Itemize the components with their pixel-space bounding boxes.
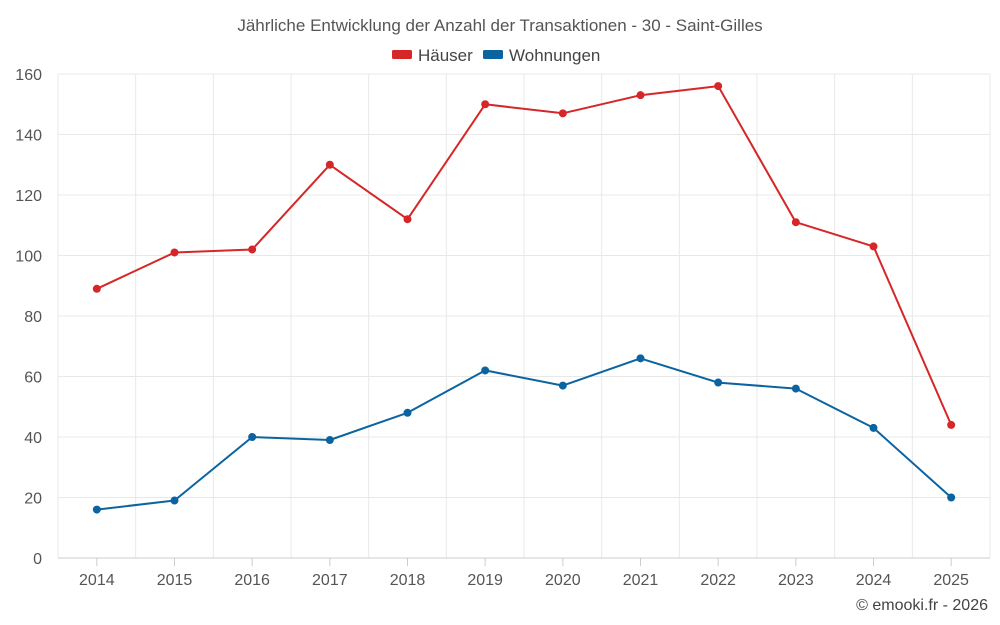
y-tick-label: 160 <box>15 67 42 84</box>
data-point-wohnungen[interactable] <box>791 384 800 393</box>
x-tick-label: 2015 <box>157 572 193 589</box>
x-tick-label: 2020 <box>545 572 581 589</box>
y-tick-label: 140 <box>15 128 42 145</box>
data-point-haeuser[interactable] <box>92 284 101 293</box>
x-tick-label: 2023 <box>778 572 814 589</box>
series-line-haeuser <box>96 85 953 426</box>
x-tick-label: 2019 <box>467 572 503 589</box>
axes: 0 20 40 60 80 100 120 140 160 2014 2015 2016 2017 201… <box>15 67 990 589</box>
legend-swatch-wohnungen <box>483 50 503 59</box>
x-tick-label: 2022 <box>700 572 736 589</box>
x-tick-label: 2021 <box>623 572 659 589</box>
credit-text: © emooki.fr - 2026 <box>856 597 988 614</box>
data-point-haeuser[interactable] <box>403 215 412 224</box>
x-tick-label: 2024 <box>856 572 892 589</box>
y-tick-label: 80 <box>24 309 42 326</box>
x-tick-label: 2025 <box>933 572 969 589</box>
data-point-haeuser[interactable] <box>558 109 567 118</box>
x-tick-label: 2014 <box>79 572 115 589</box>
y-tick-label: 60 <box>24 370 42 387</box>
grid <box>57 73 991 558</box>
x-tick-label: 2018 <box>390 572 426 589</box>
legend: Häuser Wohnungen <box>392 46 600 65</box>
data-point-haeuser[interactable] <box>791 218 800 227</box>
series <box>92 82 956 514</box>
data-point-wohnungen[interactable] <box>636 354 645 363</box>
data-point-haeuser[interactable] <box>636 91 645 100</box>
data-point-haeuser[interactable] <box>170 248 179 257</box>
data-point-haeuser[interactable] <box>947 420 956 429</box>
data-point-wohnungen[interactable] <box>92 505 101 514</box>
data-point-wohnungen[interactable] <box>481 366 490 375</box>
data-point-haeuser[interactable] <box>869 242 878 251</box>
data-point-wohnungen[interactable] <box>947 493 956 502</box>
chart-title: Jährliche Entwicklung der Anzahl der Tra… <box>237 16 762 35</box>
y-tick-label: 100 <box>15 249 42 266</box>
y-tick-label: 20 <box>24 491 42 508</box>
data-point-wohnungen[interactable] <box>558 381 567 390</box>
data-point-wohnungen[interactable] <box>325 436 334 445</box>
y-tick-label: 0 <box>33 551 42 568</box>
legend-swatch-haeuser <box>392 50 412 59</box>
legend-label-wohnungen[interactable]: Wohnungen <box>509 46 600 65</box>
series-line-wohnungen <box>96 357 952 511</box>
y-tick-label: 40 <box>24 430 42 447</box>
data-point-wohnungen[interactable] <box>403 408 412 417</box>
data-point-haeuser[interactable] <box>325 160 334 169</box>
y-tick-label: 120 <box>15 188 42 205</box>
data-point-wohnungen[interactable] <box>170 496 179 505</box>
data-point-wohnungen[interactable] <box>714 378 723 387</box>
legend-label-haeuser[interactable]: Häuser <box>418 46 473 65</box>
data-point-haeuser[interactable] <box>481 100 490 109</box>
data-point-haeuser[interactable] <box>714 82 723 91</box>
data-point-wohnungen[interactable] <box>869 423 878 432</box>
x-tick-label: 2016 <box>234 572 270 589</box>
data-point-wohnungen[interactable] <box>248 433 257 441</box>
data-point-haeuser[interactable] <box>248 245 257 254</box>
x-tick-label: 2017 <box>312 572 348 589</box>
